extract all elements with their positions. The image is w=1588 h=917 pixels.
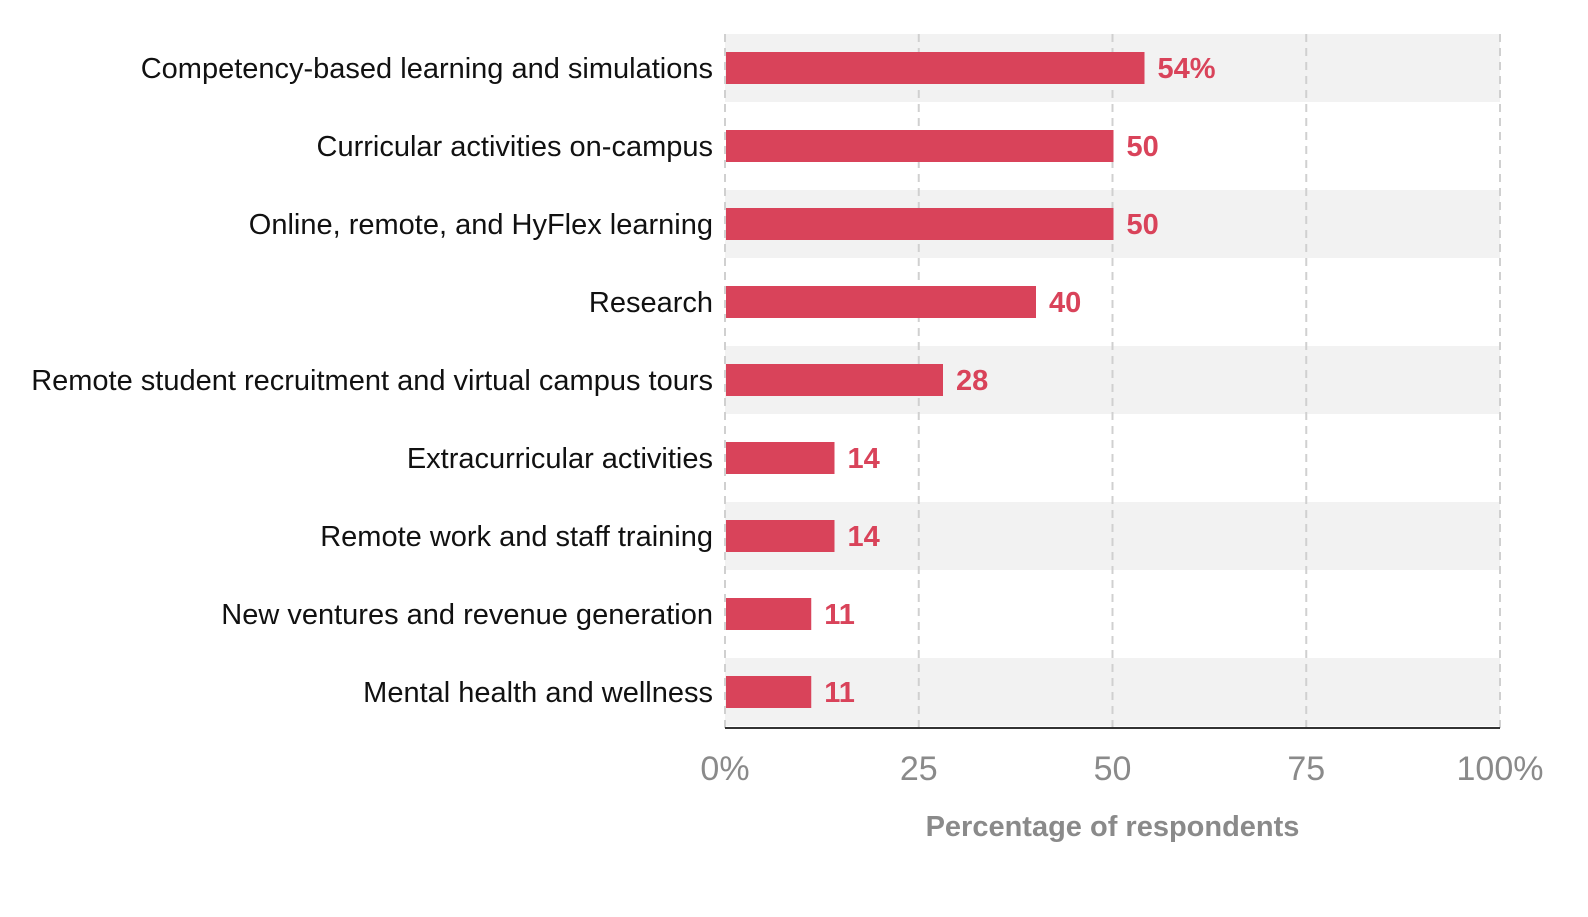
bar xyxy=(726,52,1145,84)
value-label: 40 xyxy=(1049,287,1081,319)
category-label: Curricular activities on-campus xyxy=(317,131,713,163)
x-tick-labels: 0% 25 50 75 100% xyxy=(700,750,1543,788)
category-labels: Competency-based learning and simulation… xyxy=(31,53,713,709)
bar xyxy=(726,286,1036,318)
bar xyxy=(726,598,812,630)
value-labels: 54% 50 50 40 28 14 14 11 11 xyxy=(824,53,1216,709)
category-label: Online, remote, and HyFlex learning xyxy=(249,209,713,241)
bar xyxy=(726,364,943,396)
x-tick-label: 100% xyxy=(1457,750,1544,788)
category-label: Mental health and wellness xyxy=(363,677,713,709)
value-label: 11 xyxy=(824,599,855,631)
bar xyxy=(726,520,835,552)
value-label: 11 xyxy=(824,677,855,709)
category-label: Extracurricular activities xyxy=(407,443,713,475)
value-label: 28 xyxy=(956,365,988,397)
x-axis-title: Percentage of respondents xyxy=(926,811,1300,843)
bars xyxy=(726,52,1145,708)
category-label: New ventures and revenue generation xyxy=(221,599,713,631)
bar xyxy=(726,130,1114,162)
x-tick-label: 0% xyxy=(700,750,749,788)
category-label: Remote work and staff training xyxy=(320,521,713,553)
value-label: 14 xyxy=(848,443,880,475)
value-label: 50 xyxy=(1127,131,1159,163)
value-label: 50 xyxy=(1127,209,1159,241)
category-label: Remote student recruitment and virtual c… xyxy=(31,365,713,397)
x-tick-label: 50 xyxy=(1094,750,1132,788)
category-label: Research xyxy=(589,287,713,319)
value-label: 14 xyxy=(848,521,880,553)
x-tick-label: 25 xyxy=(900,750,938,788)
bar xyxy=(726,442,835,474)
bar xyxy=(726,676,812,708)
category-label: Competency-based learning and simulation… xyxy=(141,53,713,85)
x-tick-label: 75 xyxy=(1287,750,1325,788)
bar xyxy=(726,208,1114,240)
value-label: 54% xyxy=(1158,53,1216,85)
